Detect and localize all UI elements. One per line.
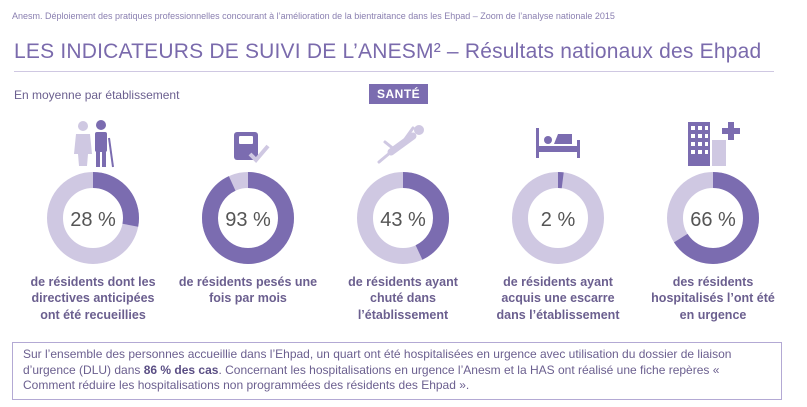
indicator-directives: 28 % de résidents dont les directives an…	[23, 118, 163, 323]
hospital-bed-icon	[536, 128, 580, 158]
donut-chart-urgence: 66 %	[667, 172, 759, 264]
footer-note: Sur l’ensemble des personnes accueillie …	[12, 342, 782, 400]
caption-directives: de résidents dont les directives anticip…	[30, 275, 156, 322]
footer-text-2: . Concernant les hospitalisations en urg…	[23, 362, 720, 393]
value-label-chute: 43 %	[380, 209, 426, 231]
indicator-pesee: 93 % de résidents pesés une fois par moi…	[178, 118, 318, 307]
elderly-couple-icon	[74, 120, 114, 168]
footer-text-1: Sur l’ensemble des personnes accueillie …	[23, 347, 732, 377]
subtitle: En moyenne par établissement	[14, 88, 180, 102]
caption-chute: de résidents ayant chuté dans l’établiss…	[348, 275, 458, 322]
donut-chart-escarre: 2 %	[512, 172, 604, 264]
donut-arc-escarre	[512, 172, 604, 264]
source-line: Anesm. Déploiement des pratiques profess…	[12, 11, 615, 21]
donut-chart-directives: 28 %	[47, 172, 139, 264]
donut-chart-pesee: 93 %	[202, 172, 294, 264]
value-label-directives: 28 %	[70, 209, 116, 231]
page-title: LES INDICATEURS DE SUIVI DE L’ANESM² – R…	[14, 40, 762, 63]
donut-arc-urgence	[667, 172, 759, 264]
donut-arc-chute	[357, 172, 449, 264]
indicator-urgence: 66 % des résidents hospitalisés l’ont ét…	[643, 118, 783, 323]
footer-highlight: 86 % des cas	[143, 362, 219, 377]
indicator-chute: 43 % de résidents ayant chuté dans l’éta…	[333, 118, 473, 323]
donut-chart-chute: 43 %	[357, 172, 449, 264]
falling-person-icon	[377, 125, 424, 164]
value-label-pesee: 93 %	[225, 209, 271, 231]
caption-pesee: de résidents pesés une fois par mois	[178, 275, 318, 306]
caption-escarre: de résidents ayant acquis une escarre da…	[496, 275, 620, 322]
hospital-building-icon	[688, 122, 740, 166]
donut-arc-pesee	[202, 172, 294, 264]
section-badge: SANTÉ	[369, 84, 429, 104]
title-divider	[14, 71, 774, 72]
weighing-scale-icon	[234, 132, 270, 163]
donut-arc-directives	[47, 172, 139, 264]
caption-urgence: des résidents hospitalisés l’ont été en …	[651, 275, 775, 322]
value-label-escarre: 2 %	[541, 209, 576, 231]
indicator-escarre: 2 % de résidents ayant acquis une escarr…	[488, 118, 628, 323]
value-label-urgence: 66 %	[690, 209, 736, 231]
